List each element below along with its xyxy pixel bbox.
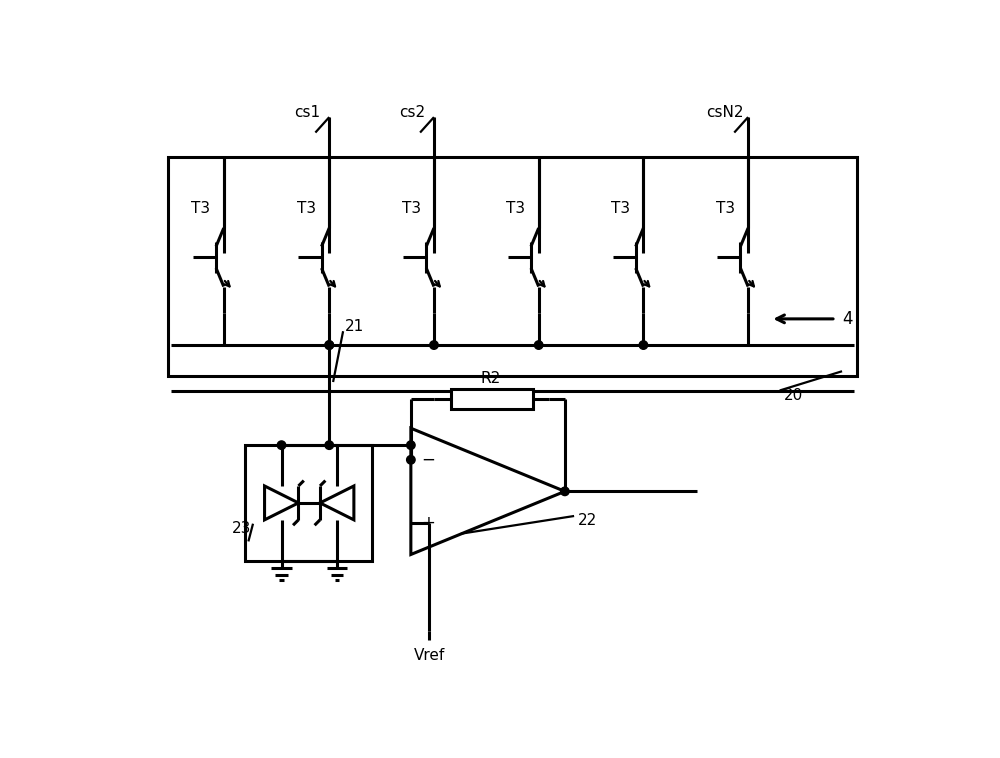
Text: T3: T3 [402,202,421,216]
Circle shape [325,441,333,449]
Circle shape [277,441,286,449]
Circle shape [325,341,333,349]
Circle shape [430,341,438,349]
Text: 22: 22 [578,513,597,528]
Text: T3: T3 [297,202,316,216]
Circle shape [561,487,569,496]
Bar [168,157,857,376]
Text: T3: T3 [716,202,735,216]
Text: R2: R2 [481,371,501,386]
Text: +: + [421,514,435,532]
Circle shape [407,456,415,464]
Text: T3: T3 [506,202,525,216]
Circle shape [639,341,648,349]
Text: cs2: cs2 [399,105,425,120]
Bar [451,389,533,409]
Text: −: − [421,451,435,468]
Circle shape [534,341,543,349]
Text: 4: 4 [842,310,853,328]
Text: 23: 23 [231,521,251,536]
Text: Vref: Vref [414,647,445,662]
Text: cs1: cs1 [295,105,321,120]
Text: T3: T3 [611,202,630,216]
Bar [245,445,372,561]
Text: 20: 20 [784,388,803,403]
Text: T3: T3 [191,202,211,216]
Text: csN2: csN2 [706,105,743,120]
Circle shape [407,441,415,449]
Text: 21: 21 [345,319,364,334]
Circle shape [325,341,333,349]
